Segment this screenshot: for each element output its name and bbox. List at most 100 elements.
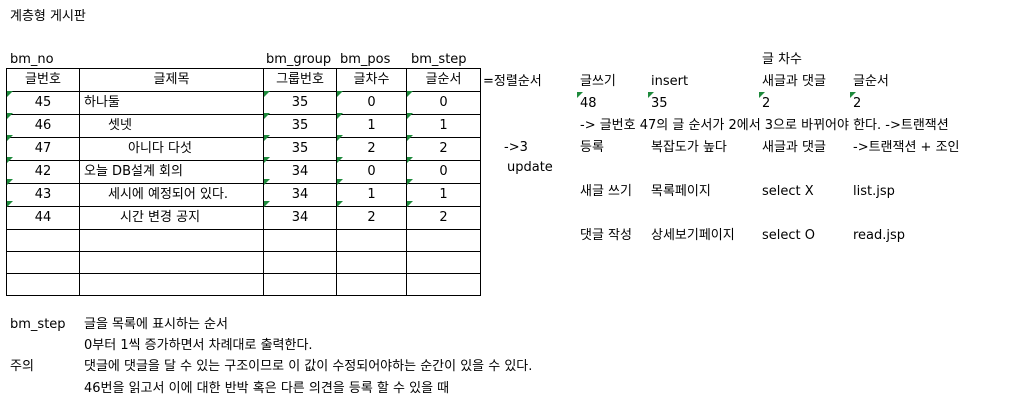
- text-number-marker: [407, 135, 413, 141]
- text-number-marker: [7, 201, 13, 207]
- table-row-empty: [6, 229, 481, 252]
- notes-label-warning: 주의: [10, 359, 34, 374]
- right-r2-c4: 2: [853, 96, 862, 111]
- arrow-label: ->3: [504, 140, 528, 155]
- right-r3-c1: 등록: [580, 140, 604, 155]
- cell-step[interactable]: 2: [406, 137, 481, 161]
- right-r5-c2: 상세보기페이지: [651, 228, 735, 243]
- text-number-marker: [577, 92, 583, 98]
- table-row: 47 아니다 다섯 35 2 2: [6, 137, 481, 161]
- text-number-marker: [264, 157, 270, 163]
- cell-no[interactable]: 43: [6, 183, 80, 207]
- cell-title[interactable]: 하나둘: [79, 91, 264, 115]
- text-number-marker: [337, 201, 343, 207]
- right-r5-c4: read.jsp: [853, 228, 906, 243]
- cell-no[interactable]: 47: [6, 137, 80, 161]
- update-label: update: [507, 160, 553, 175]
- right-r1-c4: 글순서: [853, 74, 889, 89]
- cell-title[interactable]: 시간 변경 공지: [79, 206, 264, 230]
- cell-title[interactable]: 셋넷: [79, 114, 264, 138]
- right-r1-c1: 글쓰기: [580, 74, 616, 89]
- cell-pos[interactable]: 0: [336, 91, 407, 115]
- text-number-marker: [7, 113, 13, 119]
- text-number-marker: [648, 92, 654, 98]
- field-label-bm-group: bm_group: [266, 52, 332, 67]
- cell-title[interactable]: 아니다 다섯: [79, 137, 264, 161]
- text-number-marker: [407, 179, 413, 185]
- text-number-marker: [337, 179, 343, 185]
- cell-pos[interactable]: 1: [336, 114, 407, 138]
- header-group: 그룹번호: [263, 68, 337, 92]
- board-table: 글번호 글제목 그룹번호 글차수 글순서 45 하나둘 35 0 0 46 셋넷…: [6, 68, 481, 296]
- text-number-marker: [264, 201, 270, 207]
- table-row: 44 시간 변경 공지 34 2 2: [6, 206, 481, 230]
- right-r4-c2: 목록페이지: [651, 184, 711, 199]
- cell-pos[interactable]: 0: [336, 160, 407, 184]
- cell-title[interactable]: 오늘 DB설계 회의: [79, 160, 264, 184]
- text-number-marker: [850, 92, 856, 98]
- text-number-marker: [264, 113, 270, 119]
- cell-step[interactable]: 1: [406, 183, 481, 207]
- text-number-marker: [407, 201, 413, 207]
- notes-line-2: 0부터 1씩 증가하면서 차례대로 출력한다.: [84, 338, 313, 353]
- right-r3-c3: 새글과 댓글: [762, 140, 826, 155]
- right-r2-c3: 2: [762, 96, 771, 111]
- right-r4-c3: select X: [762, 184, 814, 199]
- field-label-bm-pos: bm_pos: [340, 52, 391, 67]
- right-r5-c3: select O: [762, 228, 815, 243]
- cell-pos[interactable]: 2: [336, 137, 407, 161]
- text-number-marker: [264, 135, 270, 141]
- cell-group[interactable]: 35: [263, 91, 337, 115]
- table-row-empty: [6, 273, 481, 296]
- notes-line-4: 46번을 읽고서 이에 대한 반박 혹은 다른 의견을 등록 할 수 있을 때: [84, 381, 450, 396]
- sort-order-label: =정렬순서: [483, 74, 542, 89]
- header-title: 글제목: [79, 68, 264, 92]
- cell-group[interactable]: 34: [263, 183, 337, 207]
- cell-no[interactable]: 42: [6, 160, 80, 184]
- cell-pos[interactable]: 2: [336, 206, 407, 230]
- field-label-bm-no: bm_no: [10, 52, 54, 67]
- table-row-empty: [6, 251, 481, 274]
- cell-step[interactable]: 1: [406, 114, 481, 138]
- table-header-row: 글번호 글제목 그룹번호 글차수 글순서: [6, 68, 481, 92]
- cell-group[interactable]: 35: [263, 137, 337, 161]
- text-number-marker: [407, 113, 413, 119]
- right-r5-c1: 댓글 작성: [580, 228, 632, 243]
- right-r4-c4: list.jsp: [853, 184, 895, 199]
- text-number-marker: [337, 113, 343, 119]
- cell-pos[interactable]: 1: [336, 183, 407, 207]
- cell-step[interactable]: 2: [406, 206, 481, 230]
- notes-label-bm-step: bm_step: [10, 317, 66, 332]
- right-r2-c1: 48: [580, 96, 597, 111]
- text-number-marker: [407, 157, 413, 163]
- right-r4-c1: 새글 쓰기: [580, 184, 632, 199]
- text-number-marker: [7, 157, 13, 163]
- text-number-marker: [759, 92, 765, 98]
- cell-group[interactable]: 34: [263, 206, 337, 230]
- right-r3-c2: 복잡도가 높다: [651, 140, 727, 155]
- table-row: 43 세시에 예정되어 있다. 34 1 1: [6, 183, 481, 207]
- text-number-marker: [337, 135, 343, 141]
- right-note: -> 글번호 47의 글 순서가 2에서 3으로 바뀌어야 한다. ->트랜잭션: [580, 118, 949, 133]
- header-step: 글순서: [406, 68, 481, 92]
- text-number-marker: [337, 157, 343, 163]
- text-number-marker: [7, 135, 13, 141]
- notes-line-3: 댓글에 댓글을 달 수 있는 구조이므로 이 값이 수정되어야하는 순간이 있을…: [84, 359, 533, 374]
- cell-no[interactable]: 45: [6, 91, 80, 115]
- text-number-marker: [7, 179, 13, 185]
- cell-no[interactable]: 44: [6, 206, 80, 230]
- cell-step[interactable]: 0: [406, 91, 481, 115]
- cell-no[interactable]: 46: [6, 114, 80, 138]
- header-no: 글번호: [6, 68, 80, 92]
- text-number-marker: [264, 91, 270, 97]
- right-r1-c2: insert: [651, 74, 689, 89]
- text-number-marker: [7, 91, 13, 97]
- cell-group[interactable]: 34: [263, 160, 337, 184]
- right-header: 글 차수: [762, 52, 803, 67]
- cell-group[interactable]: 35: [263, 114, 337, 138]
- cell-title[interactable]: 세시에 예정되어 있다.: [79, 183, 264, 207]
- text-number-marker: [264, 179, 270, 185]
- right-r3-c4: ->트랜잭션 + 조인: [853, 140, 960, 155]
- text-number-marker: [337, 91, 343, 97]
- cell-step[interactable]: 0: [406, 160, 481, 184]
